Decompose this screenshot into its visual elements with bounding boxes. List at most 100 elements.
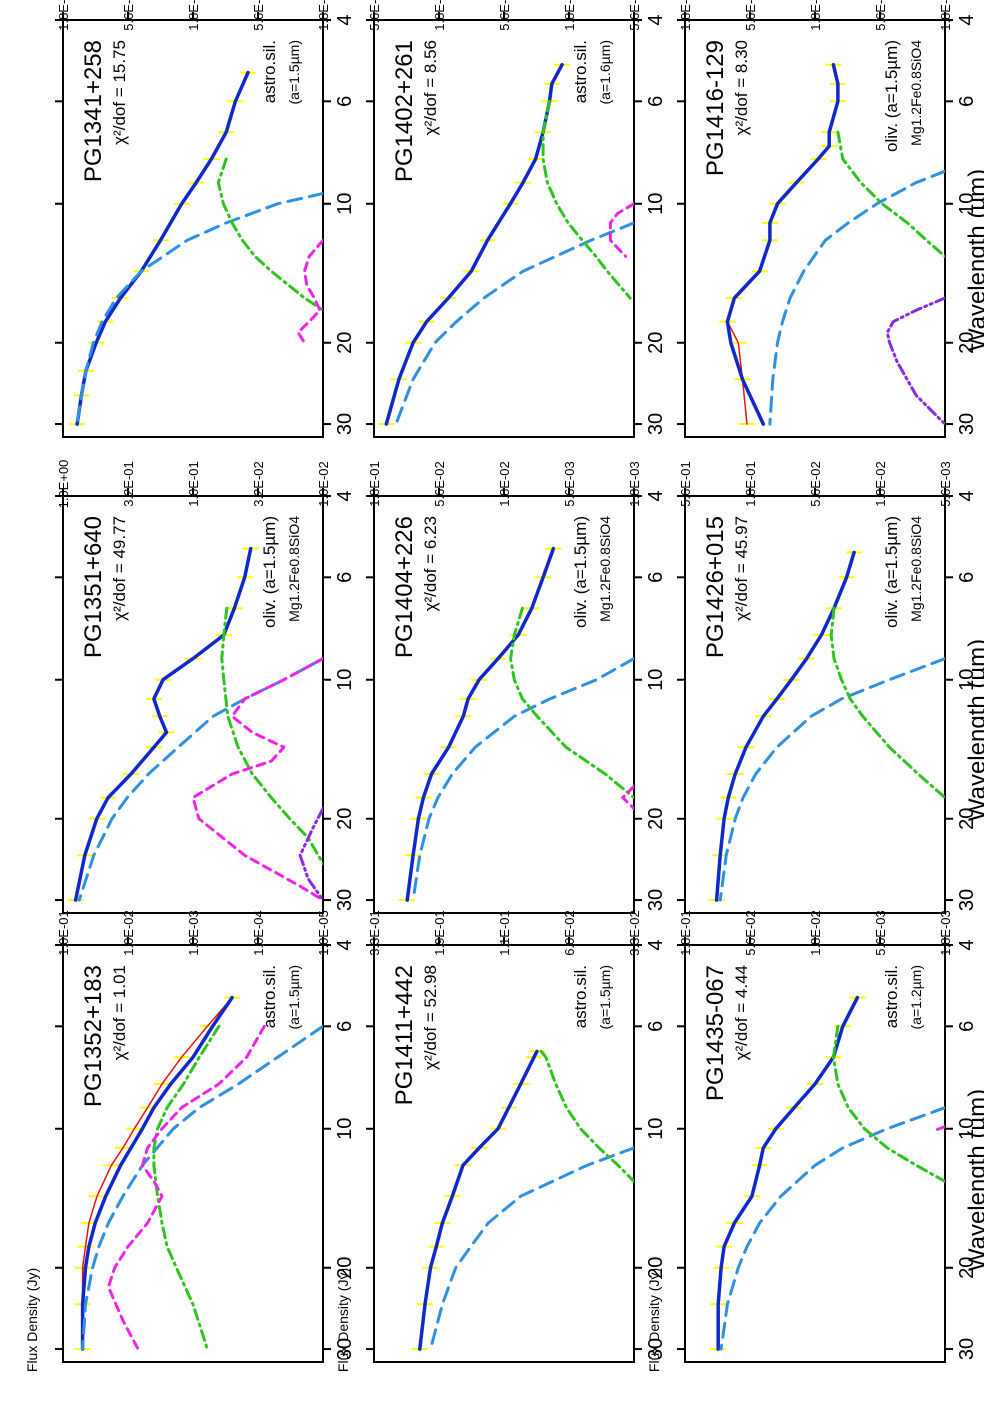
y-tick-label: 1.8E-03	[316, 0, 331, 31]
chi2-label: χ²/dof = 45.97	[732, 516, 751, 621]
series-group	[74, 995, 323, 1351]
y-tick-label: 1.8E-03	[938, 910, 953, 956]
x-tick-label: 4	[645, 939, 667, 950]
x-tick-label: 10	[956, 193, 978, 215]
series-dust-c	[106, 1024, 266, 1351]
object-name: PG1411+442	[391, 965, 418, 1105]
chi2-label: χ²/dof = 8.30	[732, 40, 751, 135]
object-name: PG1416-129	[702, 40, 729, 176]
y-tick-label: 1.8E-02	[873, 461, 888, 507]
series-dust-b	[152, 1024, 221, 1351]
y-tick-label: 1.8E-01	[56, 0, 71, 31]
dust-label-line1: astro.sil.	[260, 40, 279, 103]
series-dust-a	[719, 1106, 945, 1351]
y-tick-label: 1.0E-01	[186, 461, 201, 507]
y-tick-label: 5.6E-02	[121, 0, 136, 31]
series-dust-c	[191, 657, 323, 902]
x-tick-label: 4	[956, 939, 978, 950]
panel-pg1402+261: 4 6 10 20 30 5.6E-01 1.8E-01 5.6E-02 1.8E-02 5.6E…	[366, 0, 667, 438]
panel-pg1411+442: 4 6 10 20 30 3.3E-01 1.9E-01 1.1E-01 6.0E-02 3.3E…	[366, 910, 667, 1363]
y-tick-label: 1.8E-03	[627, 461, 642, 507]
y-tick-label: 1.8E-01	[367, 461, 382, 507]
x-tick-label: 4	[956, 14, 978, 25]
plot-frame	[373, 495, 635, 914]
series-dust-d	[298, 807, 323, 902]
chi2-label: χ²/dof = 4.44	[732, 965, 751, 1060]
object-name: PG1352+183	[80, 965, 107, 1107]
object-name: PG1351+640	[80, 516, 107, 658]
y-tick-label: 1.0E-03	[186, 910, 201, 956]
y-tick-label: 5.6E-03	[251, 0, 266, 31]
dust-label-line1: oliv. (a=1.5µm)	[882, 516, 901, 628]
plot-frame	[684, 944, 946, 1363]
series-dust-d	[885, 296, 945, 426]
x-tick-label: 10	[956, 1118, 978, 1140]
plot-frame	[62, 19, 324, 438]
x-tick-label: 20	[956, 1257, 978, 1279]
panel-pg1435-067: 4 6 10 20 30 1.8E-01 5.6E-02 1.8E-02 5.6E-03 1.8E…	[677, 910, 978, 1363]
x-tick-label: 6	[334, 1021, 356, 1032]
dust-label-line2: Mg1.2Fe0.8SiO4	[908, 516, 924, 622]
y-tick-label: 1.8E-02	[186, 0, 201, 31]
chi2-label: χ²/dof = 49.77	[110, 516, 129, 621]
series-dust-b	[829, 606, 945, 800]
plot-frame	[373, 19, 635, 438]
y-tick-label: 1.0E-02	[316, 461, 331, 507]
x-tick-label: 30	[956, 413, 978, 435]
dust-label-line1: oliv. (a=1.5µm)	[571, 516, 590, 628]
series-dust-b	[539, 1049, 634, 1183]
y-tick-label: 1.8E-02	[808, 910, 823, 956]
y-tick-label: 1.8E-02	[497, 461, 512, 507]
x-tick-label: 20	[334, 808, 356, 830]
x-tick-label: 6	[956, 96, 978, 107]
series-dust-a	[411, 657, 634, 902]
object-name: PG1402+261	[391, 40, 418, 182]
series-group	[411, 1049, 634, 1351]
x-tick-label: 20	[334, 332, 356, 354]
x-axis-label: Wavelength (µm)	[964, 1089, 984, 1271]
x-tick-label: 4	[334, 490, 356, 501]
x-tick-label: 30	[645, 1338, 667, 1360]
x-tick-label: 20	[645, 332, 667, 354]
series-group	[67, 546, 323, 902]
series-total-fit	[716, 995, 860, 1351]
y-tick-label: 5.6E-02	[743, 0, 758, 31]
series-dust-a	[768, 169, 945, 426]
panels-group: 4 6 10 20 30 1.8E-01 5.6E-02 1.8E-02 5.6E-03 1.8E…	[55, 0, 978, 1363]
series-group	[378, 62, 634, 426]
y-tick-label: 5.6E-02	[743, 910, 758, 956]
panel-pg1351+640: 4 6 10 20 30 1.0E+00 3.2E-01 1.0E-01 3.2E-02 1.0E…	[55, 460, 356, 914]
series-dust-c	[621, 784, 634, 810]
x-tick-label: 30	[956, 1338, 978, 1360]
y-tick-label: 5.6E-03	[873, 0, 888, 31]
x-tick-label: 10	[645, 1118, 667, 1140]
y-tick-label: 3.2E-01	[121, 461, 136, 507]
chi2-label: χ²/dof = 15.75	[110, 40, 129, 145]
x-tick-label: 30	[334, 889, 356, 911]
y-tick-label: 5.6E-03	[627, 0, 642, 31]
y-tick-label: 3.3E-02	[627, 910, 642, 956]
dust-label-line1: astro.sil.	[882, 965, 901, 1028]
y-tick-label: 5.6E-03	[562, 461, 577, 507]
x-tick-label: 6	[956, 572, 978, 583]
series-dust-b	[541, 99, 632, 300]
x-tick-label: 30	[956, 889, 978, 911]
dust-label-line1: astro.sil.	[571, 965, 590, 1028]
y-tick-label: 1.8E-01	[432, 0, 447, 31]
panel-pg1341+258: 4 6 10 20 30 1.8E-01 5.6E-02 1.8E-02 5.6E-03 1.8E…	[55, 0, 356, 438]
x-tick-label: 20	[645, 808, 667, 830]
x-tick-label: 6	[645, 572, 667, 583]
dust-label-line1: oliv. (a=1.5µm)	[882, 40, 901, 152]
series-dust-b	[216, 157, 323, 312]
x-tick-label: 20	[956, 332, 978, 354]
y-tick-label: 5.6E-03	[873, 910, 888, 956]
x-tick-label: 4	[334, 939, 356, 950]
y-tick-label: 1.8E-02	[562, 0, 577, 31]
x-tick-label: 30	[334, 1338, 356, 1360]
y-tick-label: 1.8E-03	[938, 0, 953, 31]
series-dust-a	[81, 1024, 323, 1351]
plot-frame	[684, 495, 946, 914]
series-dust-c	[296, 238, 323, 345]
dust-label-line2: (a=1.5µm)	[286, 965, 302, 1029]
